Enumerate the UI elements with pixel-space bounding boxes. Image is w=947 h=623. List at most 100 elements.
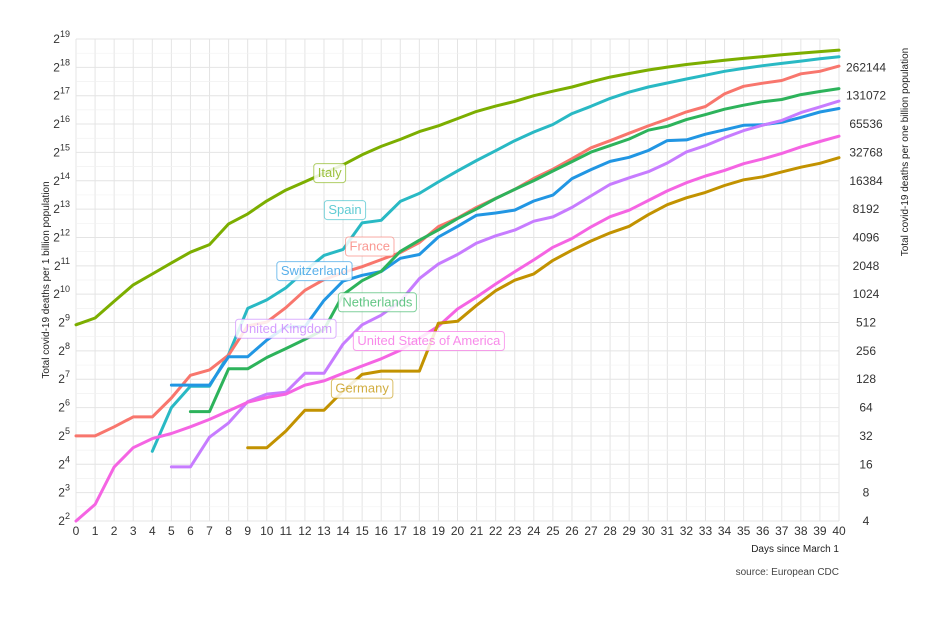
y-left-tick-label: 219 [53, 29, 70, 46]
tick-base: 2 [53, 32, 60, 46]
y-left-tick-label: 218 [53, 57, 70, 74]
x-tick-label: 25 [546, 524, 560, 538]
series-label-germany: Germany [330, 378, 394, 399]
x-tick-label: 6 [187, 524, 194, 538]
x-tick-label: 27 [584, 524, 598, 538]
tick-exponent: 14 [60, 171, 70, 181]
x-tick-label: 15 [355, 524, 369, 538]
tick-base: 2 [58, 344, 65, 358]
y-left-tick-label: 211 [54, 256, 70, 273]
y-left-tick-label: 215 [53, 142, 70, 159]
y-right-axis-title: Total covid-19 deaths per one billion po… [900, 48, 911, 256]
series-label-text: Germany [335, 381, 389, 396]
tick-base: 2 [53, 230, 60, 244]
x-tick-label: 13 [317, 524, 331, 538]
series-label-text: France [350, 239, 390, 254]
tick-base: 2 [53, 287, 60, 301]
y-left-tick-label: 25 [58, 426, 70, 443]
tick-base: 2 [58, 401, 65, 415]
series-label-united-kingdom: United Kingdom [235, 318, 337, 339]
y-right-tick-label: 16 [859, 457, 873, 471]
x-tick-label: 2 [111, 524, 118, 538]
y-left-tick-label: 24 [58, 454, 70, 471]
x-tick-label: 4 [149, 524, 156, 538]
x-tick-label: 26 [565, 524, 579, 538]
series-label-netherlands: Netherlands [337, 292, 417, 313]
x-tick-label: 3 [130, 524, 137, 538]
y-left-tick-label: 214 [53, 171, 70, 188]
tick-base: 2 [53, 174, 60, 188]
series-line-italy [74, 48, 841, 327]
tick-exponent: 17 [60, 86, 70, 96]
tick-exponent: 12 [60, 227, 70, 237]
tick-exponent: 18 [60, 57, 70, 67]
series-label-box [235, 318, 337, 339]
series-lines [74, 48, 841, 523]
tick-exponent: 19 [60, 29, 70, 39]
x-tick-label: 5 [168, 524, 175, 538]
y-left-tick-label: 216 [53, 114, 70, 131]
x-tick-label: 18 [413, 524, 427, 538]
series-label-text: United Kingdom [240, 321, 333, 336]
tick-exponent: 3 [65, 483, 70, 493]
series-label-box [276, 261, 353, 282]
y-right-tick-label: 65536 [849, 117, 883, 131]
tick-base: 2 [58, 457, 65, 471]
y-right-tick-label: 8192 [853, 202, 880, 216]
y-left-tick-label: 28 [58, 341, 70, 358]
tick-exponent: 11 [61, 256, 70, 266]
y-right-tick-label: 1024 [853, 287, 880, 301]
y-right-tick-label: 32768 [849, 145, 883, 159]
series-label-switzerland: Switzerland [276, 261, 353, 282]
x-tick-label: 22 [489, 524, 503, 538]
y-right-tick-label: 64 [859, 401, 873, 415]
x-tick-label: 19 [432, 524, 446, 538]
y-right-tick-label: 4096 [853, 230, 880, 244]
tick-base: 2 [53, 60, 60, 74]
tick-base: 2 [58, 486, 65, 500]
y-left-tick-label: 29 [58, 313, 70, 330]
tick-base: 2 [53, 117, 60, 131]
x-tick-label: 9 [244, 524, 251, 538]
tick-exponent: 7 [65, 369, 70, 379]
series-line-netherlands [188, 87, 841, 414]
y-right-tick-label: 131072 [846, 89, 886, 103]
x-tick-label: 23 [508, 524, 522, 538]
tick-exponent: 2 [65, 511, 70, 521]
x-tick-label: 24 [527, 524, 541, 538]
series-line-spain [150, 55, 841, 453]
y-right-tick-label: 256 [856, 344, 876, 358]
y-left-tick-label: 210 [53, 284, 70, 301]
x-tick-label: 32 [680, 524, 694, 538]
tick-base: 2 [58, 316, 65, 330]
y-left-axis-title: Total covid-19 deaths per 1 billion popu… [41, 181, 52, 378]
tick-exponent: 9 [65, 313, 70, 323]
series-label-box [337, 292, 417, 313]
x-tick-label: 10 [260, 524, 274, 538]
x-tick-label: 8 [225, 524, 232, 538]
y-left-tick-label: 212 [53, 227, 70, 244]
x-tick-label: 7 [206, 524, 213, 538]
series-label-united-states-of-america: United States of America [352, 330, 505, 351]
y-right-tick-label: 4 [863, 514, 870, 528]
series-label-box [352, 330, 505, 351]
tick-exponent: 5 [65, 426, 70, 436]
x-tick-label: 35 [737, 524, 751, 538]
x-tick-label: 20 [451, 524, 465, 538]
y-left-tick-label: 27 [58, 369, 70, 386]
tick-base: 2 [53, 145, 60, 159]
y-right-tick-label: 8 [863, 486, 870, 500]
series-label-spain: Spain [323, 200, 367, 221]
x-tick-label: 12 [298, 524, 312, 538]
tick-exponent: 16 [60, 114, 70, 124]
x-tick-label: 39 [813, 524, 827, 538]
x-tick-label: 1 [92, 524, 99, 538]
y-right-tick-label: 128 [856, 372, 876, 386]
tick-base: 2 [53, 89, 60, 103]
tick-exponent: 8 [65, 341, 70, 351]
series-label-box [323, 200, 367, 221]
series-label-text: Spain [328, 202, 361, 217]
